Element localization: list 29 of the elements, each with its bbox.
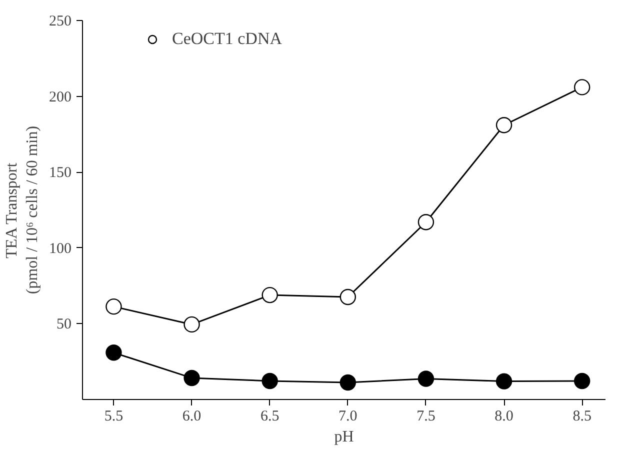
y-tick-label: 100: [49, 240, 72, 257]
point: [496, 117, 512, 134]
y-tick-label: 50: [56, 316, 72, 333]
x-tick-label: 6.5: [260, 408, 280, 424]
y-axis-title: TEA Transport (pmol / 10⁶ cells / 60 min): [4, 126, 41, 294]
point: [418, 370, 434, 387]
point: [340, 374, 356, 391]
x-tick-label: 8.5: [572, 408, 592, 424]
x-tick-label: 7.5: [416, 408, 436, 424]
point: [574, 372, 590, 390]
point: [418, 214, 434, 230]
x-tick-label: 5.5: [104, 408, 124, 424]
point: [496, 373, 512, 390]
point: [184, 316, 200, 333]
point: [106, 344, 122, 361]
point: [106, 298, 122, 315]
x-axis-title: pH: [334, 428, 354, 446]
y-tick-label: 150: [49, 165, 72, 182]
point: [574, 79, 590, 96]
point: [184, 370, 200, 386]
y-tick-label: 250: [49, 14, 72, 30]
legend-label: CeOCT1 cDNA: [172, 29, 282, 49]
y-tick-label: 200: [49, 89, 72, 106]
point: [340, 288, 356, 306]
point: [262, 286, 278, 304]
x-tick-label: 7.0: [338, 408, 358, 424]
x-tick-label: 6.0: [182, 408, 202, 424]
point: [262, 372, 278, 390]
x-tick-label: 8.0: [494, 408, 514, 424]
